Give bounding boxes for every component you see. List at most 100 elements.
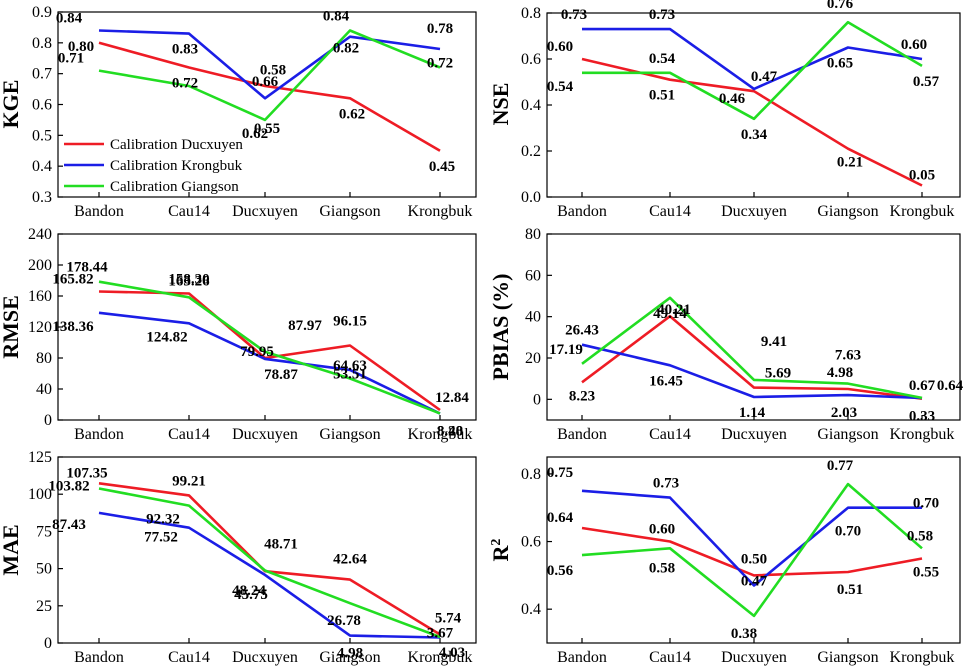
nse-data-label: 0.57 [913, 74, 940, 90]
mae-series-line-3 [98, 487, 441, 639]
pbias-data-label: 5.69 [765, 366, 791, 382]
rmse-chart: 0 40 80 120 160 200 240 Bandon Cau14 Ducxuyen Gian… [0, 226, 477, 443]
mae-data-label: 103.82 [48, 479, 89, 495]
pbias-data-label: 8.23 [569, 388, 595, 404]
nse-data-label: 0.47 [751, 69, 778, 85]
kge-ytick-label: 0.6 [32, 97, 52, 114]
kge-data-label: 0.80 [68, 39, 94, 55]
kge-data-label: 0.62 [339, 106, 365, 122]
r2-data-label: 0.50 [741, 551, 767, 567]
nse-series-line-3 [582, 20, 923, 121]
r2-ytick-label: 0.8 [521, 466, 541, 483]
kge-data-label: 0.72 [427, 56, 453, 72]
kge-data-label: 0.84 [323, 9, 350, 25]
pbias-data-label: 7.63 [835, 348, 861, 364]
mae-ytick-label: 125 [28, 449, 52, 466]
nse-data-label: 0.60 [547, 39, 573, 55]
kge-ytick-label: 0.4 [32, 158, 52, 175]
rmse-series-line-3 [98, 280, 441, 415]
rmse-data-label: 8.20 [437, 424, 463, 440]
pbias-data-label: 1.14 [739, 405, 766, 421]
rmse-ytick-label: 40 [36, 381, 52, 398]
pbias-xtick-label: Cau14 [649, 426, 691, 443]
kge-series-line-1 [98, 41, 441, 152]
nse-data-label: 0.05 [909, 168, 935, 184]
pbias-data-label: 0.33 [909, 409, 935, 425]
r2-xtick-label: Ducxuyen [721, 649, 787, 666]
kge-data-label: 0.78 [427, 21, 453, 37]
nse-data-label: 0.73 [561, 7, 587, 23]
pbias-ytick-label: 80 [525, 226, 541, 243]
kge-data-label: 0.83 [172, 42, 198, 58]
r2-series-line-1 [581, 526, 923, 577]
nse-xtick-label: Ducxuyen [721, 203, 787, 220]
nse-data-label: 0.54 [649, 51, 676, 67]
mae-series-line-2 [98, 511, 441, 639]
r2-data-label: 0.38 [731, 626, 757, 642]
r2-data-label: 0.58 [649, 560, 675, 576]
mae-data-label: 48.24 [232, 583, 266, 599]
mae-xtick-label: Ducxuyen [232, 649, 298, 666]
kge-data-label: 0.58 [260, 62, 286, 78]
kge-data-label: 0.66 [252, 74, 279, 90]
pbias-data-label: 4.98 [827, 365, 853, 381]
kge-ytick-label: 0.8 [32, 35, 52, 52]
kge-data-label: 0.45 [429, 159, 455, 175]
kge-xtick-label: Cau14 [168, 203, 210, 220]
mae-ytick-label: 75 [36, 523, 52, 540]
r2-data-label: 0.47 [741, 574, 768, 590]
mae-data-label: 5.74 [435, 610, 462, 626]
rmse-data-label: 79.95 [240, 344, 274, 360]
mae-ytick-label: 0 [44, 635, 52, 652]
rmse-data-label: 138.36 [52, 319, 94, 335]
kge-ytick-label: 0.7 [32, 66, 52, 83]
nse-xtick-label: Cau14 [649, 203, 691, 220]
r2-series-line-3 [581, 482, 923, 618]
r2-data-label: 0.64 [547, 510, 574, 526]
kge-xtick-label: Krongbuk [408, 203, 473, 220]
mae-xtick-label: Bandon [74, 649, 124, 666]
pbias-xtick-label: Krongbuk [890, 426, 955, 443]
kge-data-label: 0.71 [58, 51, 84, 67]
kge-data-label: 0.82 [333, 41, 359, 57]
rmse-data-label: 78.87 [264, 367, 298, 383]
nse-ylabel: NSE [488, 83, 513, 126]
rmse-ytick-label: 240 [28, 226, 52, 243]
nse-series-line-2 [582, 27, 923, 91]
mae-data-label: 87.43 [52, 517, 86, 533]
rmse-data-label: 163.26 [168, 273, 210, 289]
pbias-data-label: 0.67 [909, 378, 936, 394]
r2-data-label: 0.51 [837, 582, 863, 598]
kge-data-label: 0.55 [254, 121, 280, 137]
nse-xtick-label: Giangson [817, 203, 878, 220]
pbias-xtick-label: Ducxuyen [721, 426, 787, 443]
kge-ytick-label: 0.3 [32, 189, 52, 206]
mae-data-label: 4.98 [337, 646, 363, 662]
pbias-data-label: 40.21 [657, 302, 691, 318]
r2-data-label: 0.60 [649, 522, 675, 538]
rmse-data-label: 12.84 [435, 390, 469, 406]
pbias-ytick-label: 40 [525, 309, 541, 326]
mae-xtick-label: Cau14 [168, 649, 210, 666]
mae-data-label: 26.78 [327, 613, 361, 629]
pbias-data-label: 26.43 [565, 323, 599, 339]
pbias-data-label: 0.64 [937, 378, 964, 394]
kge-ytick-label: 0.5 [32, 127, 52, 144]
rmse-data-label: 53.51 [333, 367, 367, 383]
kge-data-label: 0.62 [242, 126, 268, 142]
mae-data-label: 48.71 [264, 537, 298, 553]
legend: Calibration Ducxuyen Calibration Krongbuk… [64, 137, 243, 195]
r2-data-label: 0.77 [827, 458, 854, 474]
nse-data-label: 0.54 [547, 79, 574, 95]
kge-data-label: 0.72 [172, 76, 198, 92]
pbias-ytick-label: 0 [533, 391, 541, 408]
rmse-xtick-label: Krongbuk [408, 426, 473, 443]
kge-xtick-label: Ducxuyen [232, 203, 298, 220]
r2-data-label: 0.55 [913, 564, 939, 580]
nse-data-label: 0.34 [741, 127, 768, 143]
pbias-ytick-label: 20 [525, 350, 541, 367]
rmse-xtick-label: Cau14 [168, 426, 210, 443]
mae-data-label: 107.35 [66, 465, 107, 481]
rmse-ylabel: RMSE [0, 295, 23, 359]
r2-data-label: 0.73 [653, 476, 679, 492]
